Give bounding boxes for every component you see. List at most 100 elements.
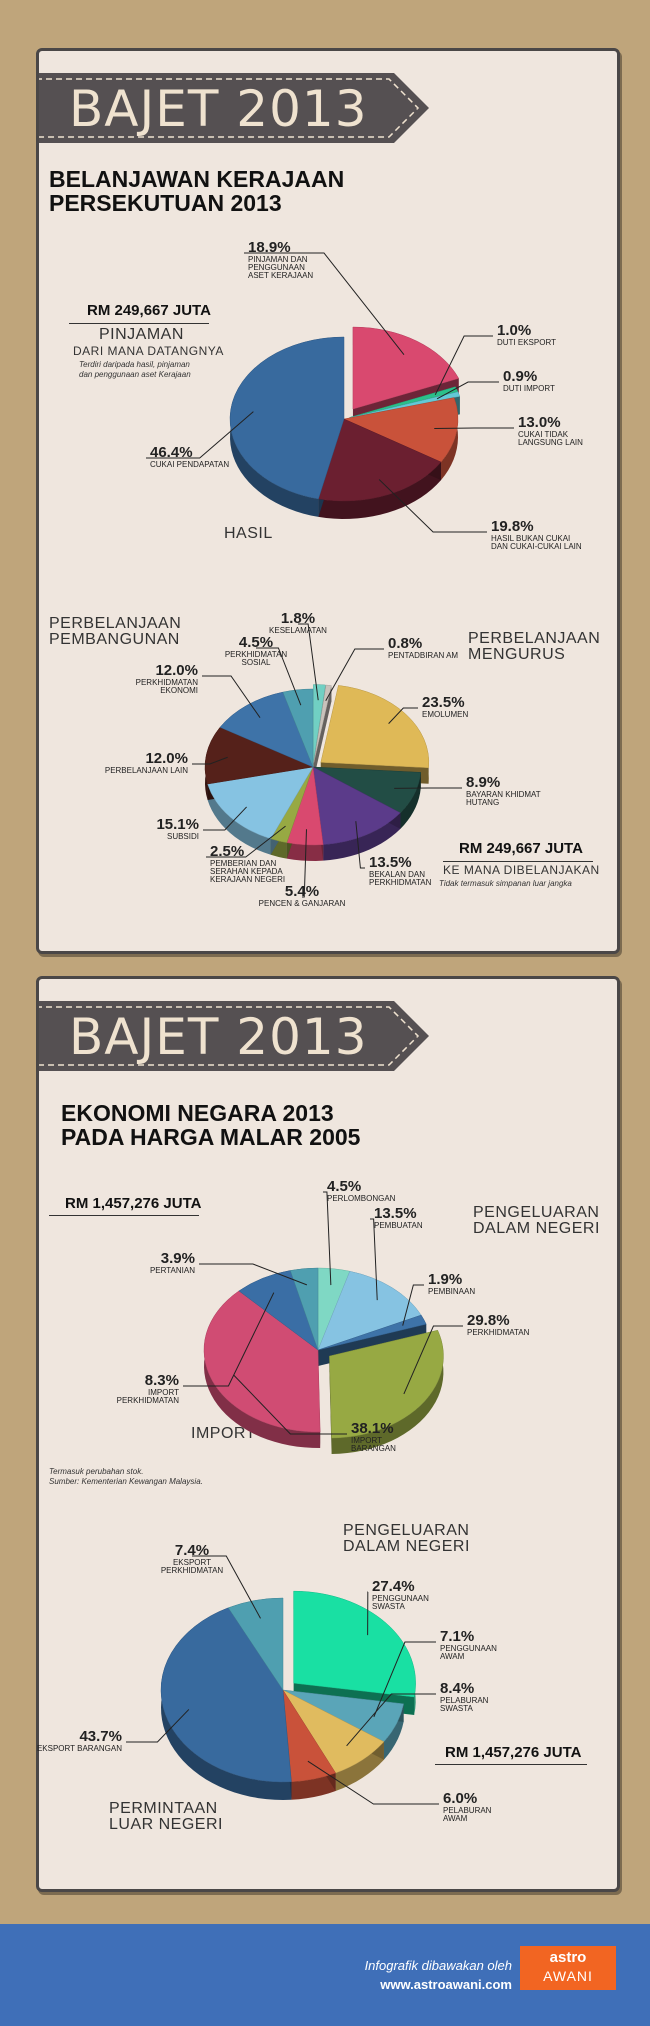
pie-slice [229, 336, 345, 500]
slice-label: 23.5% EMOLUMEN [422, 694, 532, 719]
slice-description: SUBSIDI [166, 832, 199, 841]
title-ribbon: BAJET 2013 [39, 73, 431, 143]
slice-label: 3.9% PERTANIAN [85, 1250, 195, 1275]
slice-description: SOSIAL [241, 658, 271, 667]
slice-label: 46.4% CUKAI PENDAPATAN [150, 444, 260, 469]
slice-description: KESELAMATAN [269, 626, 327, 635]
slice-description: SERAHAN KEPADA [210, 867, 283, 876]
spend-total: RM 249,667 JUTA [459, 840, 583, 857]
slice-label: 4.5% PERKHIDMATAN SOSIAL [201, 634, 311, 667]
leader-line [206, 825, 286, 858]
slice-label: 6.0% PELABURAN AWAM [443, 1790, 553, 1823]
slice-label: 8.3% IMPORT PERKHIDMATAN [69, 1372, 179, 1405]
leader-line [146, 411, 254, 459]
slice-percent: 15.1% [156, 816, 199, 833]
slice-description: SWASTA [440, 1704, 473, 1713]
slice-description: CUKAI TIDAK [518, 430, 569, 439]
slice-description: DAN CUKAI-CUKAI LAIN [491, 542, 582, 551]
pie-slice [349, 391, 461, 418]
pie-slice-side [207, 784, 271, 855]
slice-percent: 1.9% [428, 1271, 463, 1288]
note-line: Terdiri daripada hasil, pinjaman [79, 360, 190, 369]
income-subtitle: DARI MANA DATANGNYA [73, 344, 224, 358]
pie-chart [192, 623, 462, 898]
slice-percent: 8.3% [144, 1372, 179, 1389]
pie-slice [320, 685, 430, 768]
leader-line [346, 1693, 436, 1747]
slice-description: KERAJAAN NEGERI [210, 875, 286, 884]
leader-line [192, 1555, 261, 1619]
slice-percent: 8.4% [440, 1680, 475, 1697]
slice-description: HASIL BUKAN CUKAI [491, 534, 571, 543]
slice-description: PERKHIDMATAN [116, 1396, 179, 1405]
slice-description: LANGSUNG LAIN [518, 438, 583, 447]
footer-url[interactable]: www.astroawani.com [380, 1977, 512, 1992]
slice-label: 12.0% PERBELANJAAN LAIN [78, 750, 188, 775]
leader-line [256, 647, 302, 706]
pinjaman-label: PINJAMAN [99, 326, 184, 343]
slice-label: 1.0% DUTI EKSPORT [497, 322, 607, 347]
divider [69, 323, 209, 324]
leader-line [402, 1284, 424, 1326]
slice-percent: 23.5% [422, 694, 465, 711]
pie-slice [317, 1270, 422, 1351]
slice-description: ASET KERAJAAN [248, 271, 314, 280]
hasil-label: HASIL [224, 525, 273, 542]
slice-label: 8.9% BAYARAN KHIDMAT HUTANG [466, 774, 576, 807]
pie-slice-side [383, 1703, 404, 1760]
leader-line [183, 1292, 275, 1387]
import-label: IMPORT [191, 1425, 256, 1442]
source-note: Termasuk perubahan stok. Sumber: Kemente… [49, 1467, 203, 1487]
label-line: PERBELANJAAN [468, 630, 601, 647]
slice-description: PENTADBIRAN AM [388, 651, 459, 660]
pie-slice [227, 1597, 284, 1691]
slice-percent: 7.1% [440, 1628, 475, 1645]
leader-line [199, 1263, 308, 1286]
slice-description: BEKALAN DAN [369, 870, 426, 879]
divider [49, 1215, 199, 1216]
leader-line [302, 829, 307, 898]
development-label: PERBELANJAAN PEMBANGUNAN [49, 616, 181, 648]
slice-label: 13.0% CUKAI TIDAK LANGSUNG LAIN [518, 414, 628, 447]
footer: Infografik dibawakan oleh www.astroawani… [0, 1924, 650, 2026]
slice-description: PINJAMAN DAN [248, 255, 308, 264]
slice-label: 13.5% BEKALAN DAN PERKHIDMATAN [369, 854, 479, 887]
leader-line [373, 1641, 436, 1718]
leader-line [244, 252, 405, 355]
slice-label: 43.7% EKSPORT BARANGAN [12, 1728, 122, 1753]
demand-label: PENGELUARAN DALAM NEGERI [343, 1523, 470, 1555]
divider [435, 1764, 587, 1765]
pie-slice [204, 726, 314, 785]
slice-description: PELABURAN [440, 1696, 489, 1705]
pie-slice [352, 326, 460, 410]
slice-description: PERKHIDMATAN [224, 650, 288, 659]
slice-label: 38.1% IMPORT BARANGAN [351, 1420, 461, 1453]
slice-percent: 1.0% [497, 322, 532, 339]
astro-awani-logo[interactable]: astro AWANI [520, 1946, 616, 1990]
pie-slice [349, 386, 459, 418]
pie-slice-side [441, 397, 458, 481]
slice-label: 0.8% PENTADBIRAN AM [388, 635, 498, 660]
slice-description: PENCEN & GANJARAN [258, 899, 346, 908]
label-line: PENGELUARAN [343, 1522, 470, 1539]
section-heading: BELANJAWAN KERAJAAN PERSEKUTUAN 2013 [49, 167, 344, 215]
heading-line: BELANJAWAN KERAJAAN [49, 166, 345, 192]
pie-slice [313, 684, 326, 763]
ribbon-title: BAJET 2013 [69, 80, 368, 138]
slice-label: 7.4% EKSPORT PERKHIDMATAN [137, 1542, 247, 1575]
heading-line: PERSEKUTUAN 2013 [49, 190, 282, 216]
title-ribbon: BAJET 2013 [39, 1001, 431, 1071]
slice-label: 15.1% SUBSIDI [89, 816, 199, 841]
slice-percent: 12.0% [155, 662, 198, 679]
slice-description: EMOLUMEN [422, 710, 469, 719]
leader-line [298, 623, 319, 701]
logo-text-top: astro [549, 1949, 587, 1966]
pie-slice-side [291, 1772, 336, 1800]
slice-description: PELABURAN [443, 1806, 492, 1815]
slice-label: 29.8% PERKHIDMATAN [467, 1312, 577, 1337]
leader-line [355, 821, 365, 869]
slice-description: PERBELANJAAN LAIN [104, 766, 188, 775]
slice-percent: 8.9% [466, 774, 501, 791]
slice-percent: 0.9% [503, 368, 538, 385]
